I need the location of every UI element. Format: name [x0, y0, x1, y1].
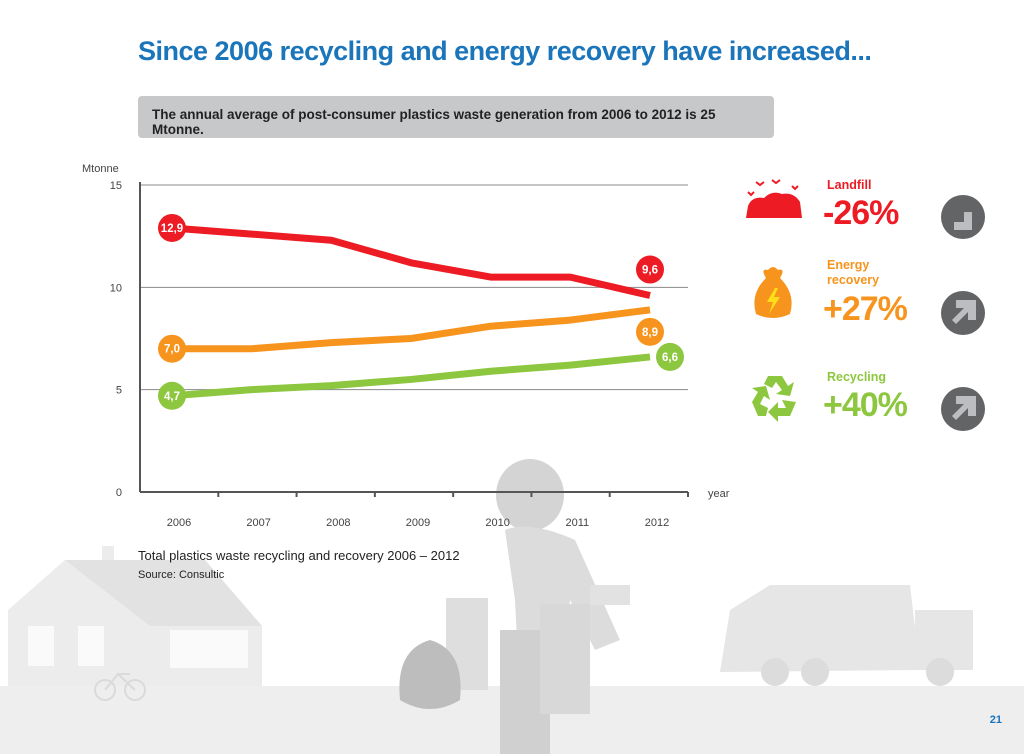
recycling-line [171, 353, 651, 400]
energy-data-label: 7,0 [164, 344, 180, 356]
recycle-icon [752, 376, 796, 422]
landfill-data-label: 12,9 [161, 223, 183, 235]
energy-data-label: 8,9 [642, 327, 658, 339]
recycling-data-label: 4,7 [164, 391, 180, 403]
y-axis-label: Mtonne [82, 163, 119, 175]
summary-banner: The annual average of post-consumer plas… [138, 96, 774, 138]
x-tick-label: 2009 [406, 517, 430, 529]
energy-recovery-label-line: Energy [827, 258, 870, 272]
house-illustration [8, 546, 262, 686]
energy-recovery-change: +27% [823, 290, 908, 328]
line-chart: Mtonne year 0 5 10 15 2006 2007 2008 2009 2010 20… [82, 163, 730, 529]
energy-bag-icon [754, 267, 792, 318]
landfill-line [171, 224, 651, 299]
landfill-data-label-bubble [636, 255, 664, 284]
landfill-label: Landfill [827, 178, 872, 192]
summary-panel: Landfill -26% Energy recovery +27% Recyc… [740, 172, 1000, 432]
garbage-truck-illustration [720, 585, 973, 686]
energy-line [172, 306, 651, 353]
landfill-data-label-bubble [158, 213, 186, 242]
recycling-change: +40% [823, 386, 908, 424]
recycling-data-label-bubble [158, 381, 186, 410]
recycling-label: Recycling [827, 370, 887, 384]
arrow-down-right-icon [941, 195, 985, 239]
x-tick-label: 2008 [326, 517, 350, 529]
chart-caption: Total plastics waste recycling and recov… [138, 548, 460, 563]
chart-source: Source: Consultic [138, 569, 225, 581]
x-tick-label: 2012 [645, 517, 669, 529]
y-tick-label: 15 [110, 180, 122, 192]
energy-data-label-bubble [158, 334, 186, 363]
landfill-icon [746, 179, 802, 218]
recycling-data-label: 6,6 [662, 352, 678, 364]
energy-data-label-bubble [636, 317, 664, 346]
y-tick-label: 0 [116, 487, 122, 499]
landfill-change: -26% [823, 194, 899, 232]
x-tick-label: 2006 [167, 517, 191, 529]
y-tick-label: 10 [110, 282, 122, 294]
energy-recovery-label-line: recovery [827, 273, 880, 287]
x-tick-label: 2011 [566, 517, 590, 529]
x-tick-label: 2007 [246, 517, 270, 529]
x-axis-label: year [708, 488, 730, 500]
arrow-up-right-icon [941, 291, 985, 335]
landfill-data-label: 9,6 [642, 265, 658, 277]
y-tick-label: 5 [116, 385, 122, 397]
energy-recovery-label: Energy recovery [827, 258, 879, 288]
x-tick-label: 2010 [485, 517, 509, 529]
recycling-bins-illustration [399, 598, 590, 754]
page-title: Since 2006 recycling and energy recovery… [138, 36, 872, 66]
arrow-up-right-icon [941, 387, 985, 431]
recycling-data-label-bubble [656, 342, 684, 371]
page-number: 21 [989, 714, 1002, 726]
bicycle-illustration [94, 672, 146, 701]
